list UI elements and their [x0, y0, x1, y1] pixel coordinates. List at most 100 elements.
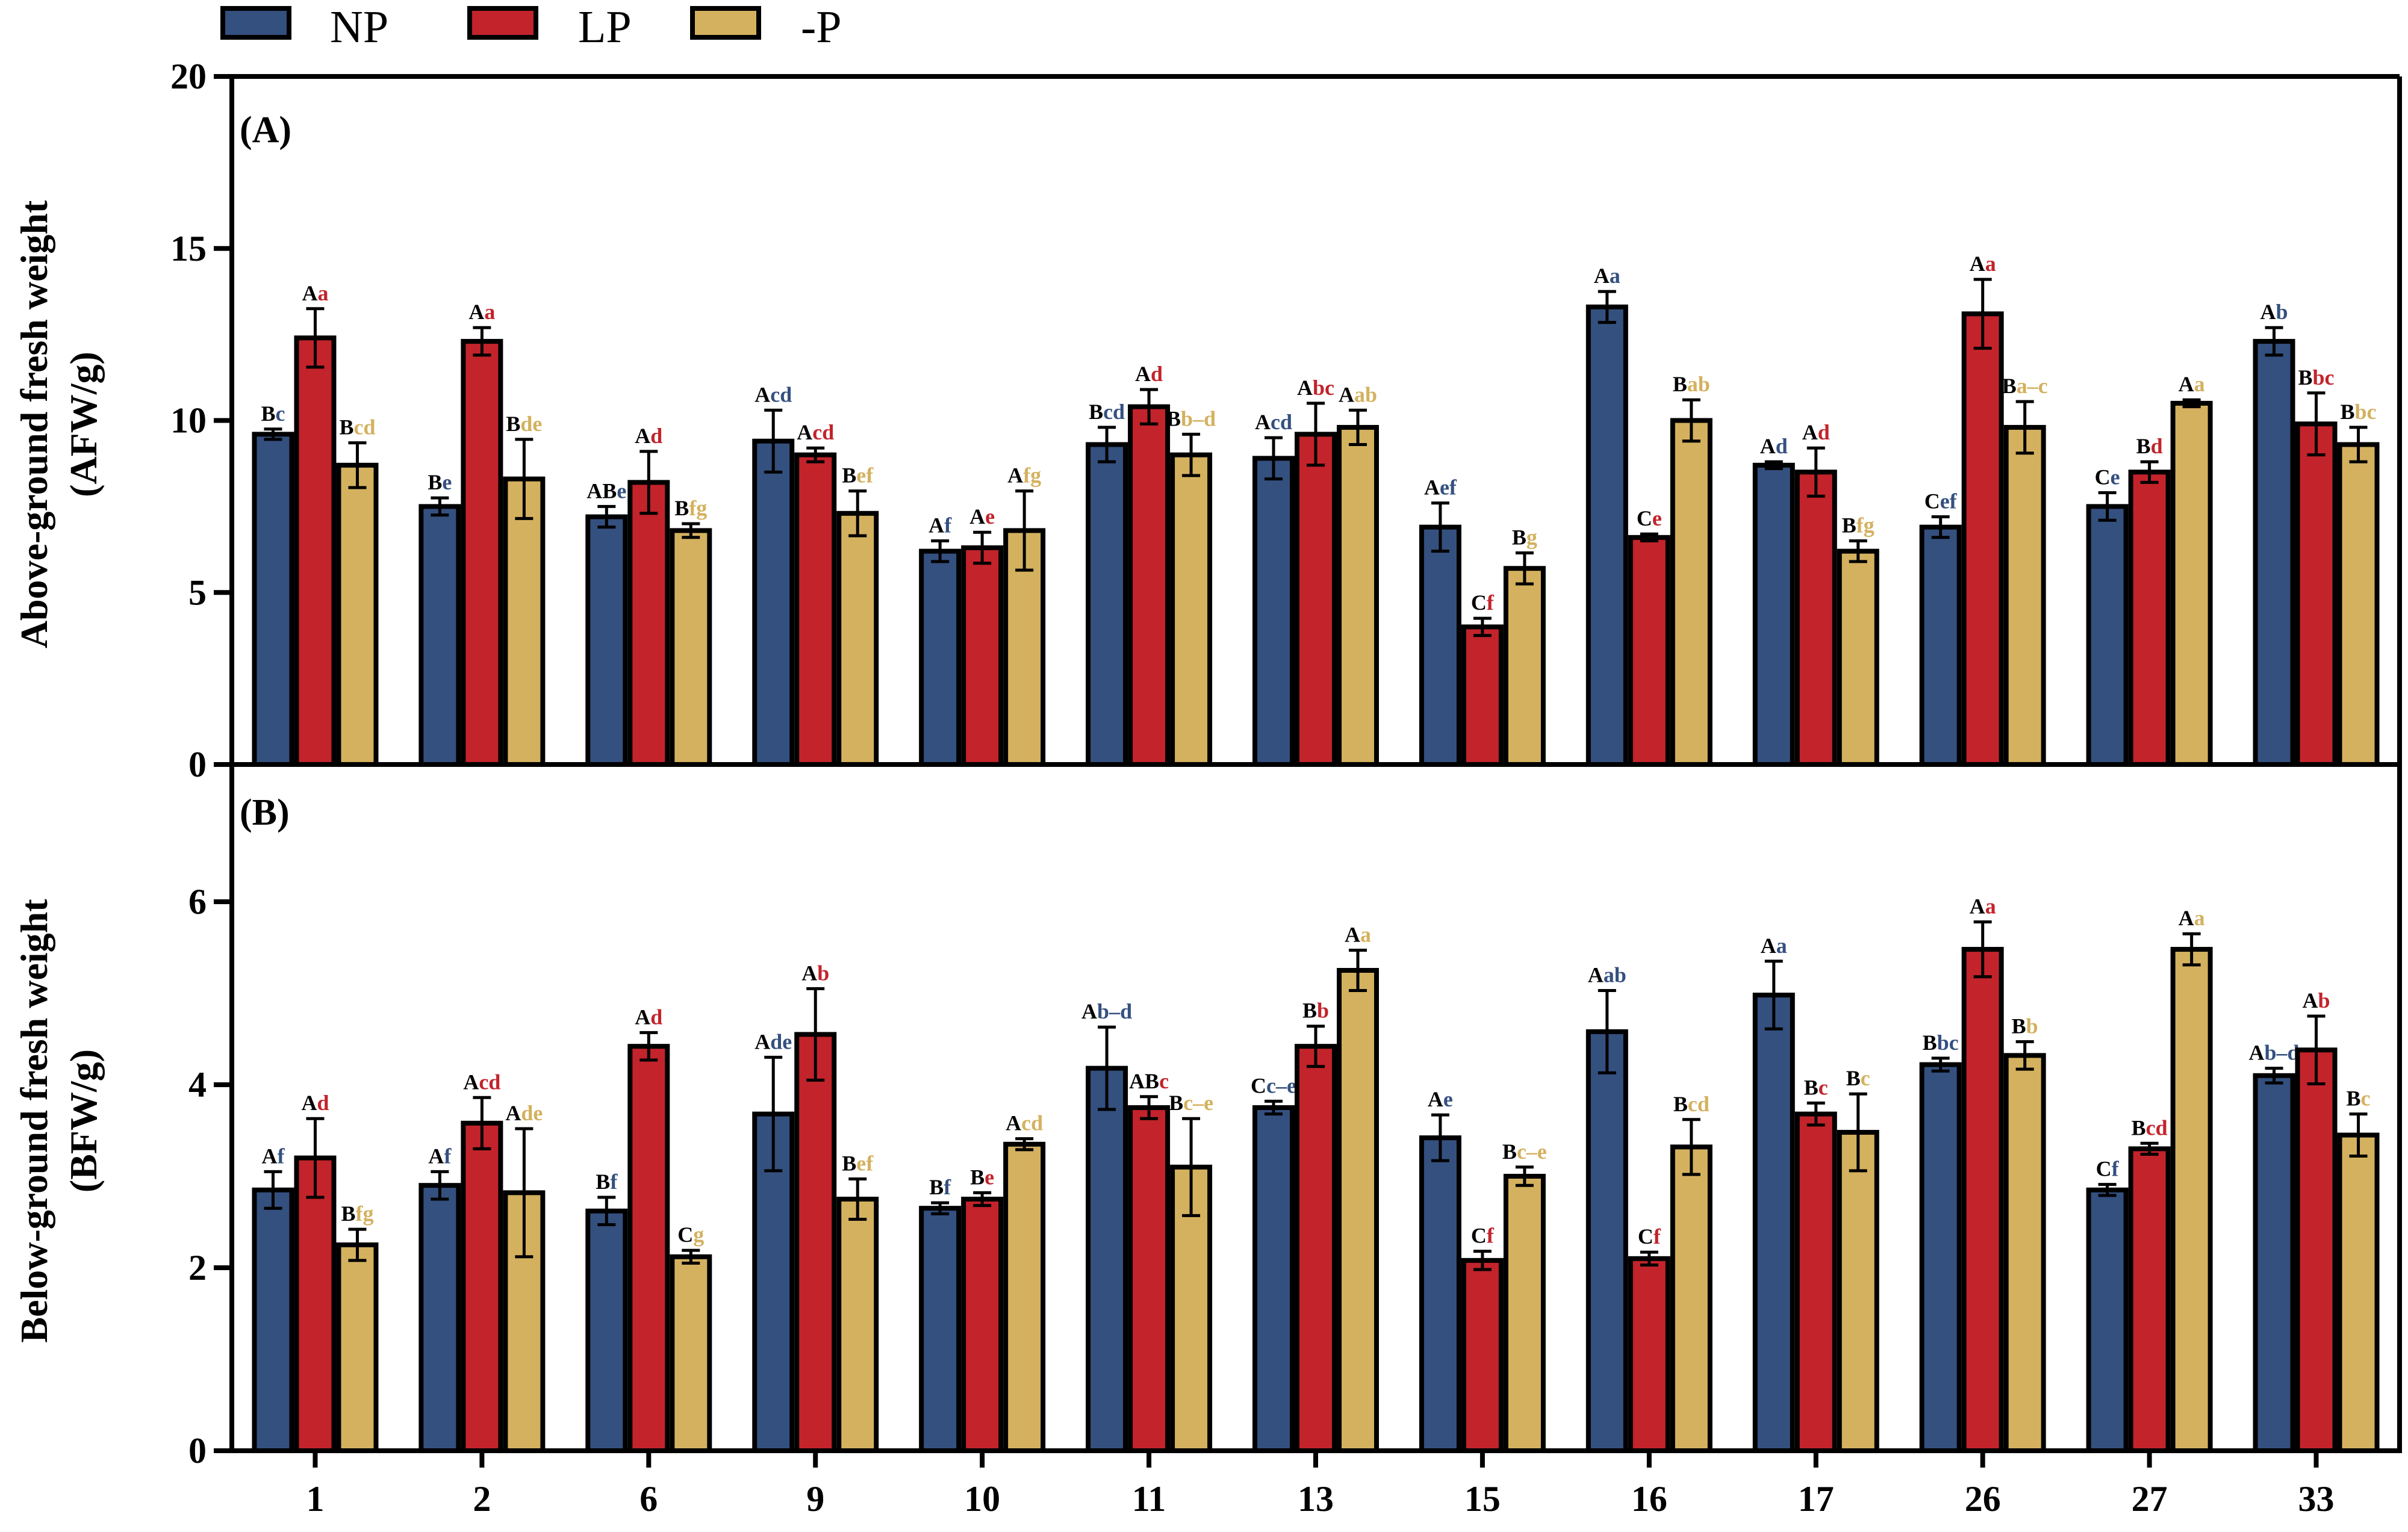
bar-group-lp: Ab	[2295, 988, 2338, 1453]
bar-group-lp: Ab	[794, 961, 837, 1453]
significance-uppercase: C	[2095, 465, 2111, 489]
bar	[1419, 524, 1461, 767]
bar	[461, 339, 503, 767]
x-tick-label: 33	[2298, 1479, 2335, 1519]
significance-label: Be	[970, 1165, 994, 1189]
significance-label: Aa	[1345, 923, 1371, 947]
significance-lowercase: a–c	[2017, 374, 2048, 398]
significance-lowercase: c–e	[1183, 1091, 1213, 1115]
bar	[1794, 470, 1837, 767]
significance-lowercase: g	[1526, 526, 1537, 550]
legend-label-lp: LP	[578, 2, 632, 52]
significance-uppercase: A	[1761, 934, 1776, 958]
significance-uppercase: B	[1673, 1092, 1688, 1116]
bar-group-lp: Acd	[794, 420, 837, 767]
bar	[1295, 1044, 1337, 1454]
significance-lowercase: e	[1443, 1087, 1453, 1111]
significance-lowercase: c	[1818, 1075, 1828, 1099]
significance-label: Bc–e	[1169, 1091, 1213, 1115]
significance-lowercase: a	[1360, 923, 1371, 947]
bar-group-lp: Bc	[1794, 1075, 1837, 1453]
bar	[2170, 947, 2213, 1454]
significance-lowercase: fg	[1023, 464, 1041, 488]
bar-group-minus-p: Aa	[1337, 923, 1379, 1453]
significance-label: Acd	[463, 1070, 500, 1094]
significance-uppercase: B	[2012, 1014, 2026, 1038]
bar-group-minus-p: Aab	[1337, 382, 1379, 767]
significance-label: Cc–e	[1251, 1073, 1296, 1097]
panel-b-ylabel-line2: (BFW/g)	[62, 1049, 105, 1192]
significance-lowercase: a	[2194, 906, 2205, 930]
significance-label: Bc	[1804, 1075, 1828, 1099]
bar	[252, 432, 294, 767]
significance-lowercase: b	[2318, 988, 2330, 1013]
bar-group-minus-p: Ade	[503, 1101, 546, 1453]
significance-uppercase: B	[1804, 1075, 1818, 1099]
significance-label: Acd	[1255, 410, 1292, 434]
bar-group-np: Bcd	[1086, 400, 1128, 767]
significance-label: Af	[428, 1144, 452, 1168]
bar-group-lp: Aa	[294, 281, 337, 767]
significance-uppercase: A	[1081, 999, 1097, 1023]
panel-a-plot: 05101520BcAaBcdBeAaBdeABeAdBfgAcdAcdBefA…	[170, 57, 2402, 784]
significance-uppercase: C	[1638, 1224, 1654, 1248]
bar	[1628, 535, 1670, 767]
bar	[1961, 311, 2004, 767]
panel-a-ylabel-line2: (AFW/g)	[62, 352, 105, 497]
bar-group-np: Ab–d	[2249, 1041, 2300, 1454]
significance-uppercase: B	[2002, 374, 2017, 398]
bar	[1295, 432, 1337, 767]
significance-uppercase: A	[301, 1091, 317, 1115]
panel-b-ytick-label: 0	[188, 1431, 207, 1471]
significance-uppercase: C	[1637, 506, 1652, 530]
panel-b-label: (B)	[240, 792, 290, 833]
significance-lowercase: f	[610, 1170, 618, 1194]
significance-label: ABe	[586, 479, 626, 503]
bar	[627, 1044, 670, 1454]
x-tick-label: 9	[806, 1479, 824, 1519]
bar	[1128, 1105, 1171, 1453]
bar-group-np: Ce	[2086, 465, 2129, 767]
bar-group-minus-p: Bg	[1503, 526, 1546, 767]
significance-lowercase: ab	[1687, 372, 1710, 396]
bar-group-np: Aa	[1585, 264, 1628, 767]
significance-uppercase: A	[2260, 300, 2276, 324]
significance-label: Aa	[302, 281, 328, 305]
bar	[1170, 452, 1213, 767]
bar	[919, 1206, 962, 1453]
significance-label: Ba–c	[2002, 374, 2048, 398]
bar	[1503, 1174, 1546, 1453]
bar	[503, 476, 546, 768]
significance-label: Acd	[1006, 1111, 1043, 1135]
bar	[627, 480, 670, 767]
significance-lowercase: a	[1985, 252, 1996, 276]
significance-label: Aa	[1970, 252, 1996, 276]
bar	[418, 1183, 461, 1453]
bar	[1419, 1135, 1461, 1454]
significance-uppercase: A	[797, 420, 812, 444]
significance-label: Abc	[1297, 376, 1334, 400]
bar	[1585, 304, 1628, 767]
bar-group-lp: Abc	[1295, 376, 1337, 767]
panel-a-ytick-label: 10	[170, 401, 207, 441]
significance-lowercase: f	[444, 1144, 452, 1168]
bar-group-np: Cc–e	[1251, 1073, 1296, 1453]
bar-group-lp: Bd	[2128, 434, 2171, 767]
significance-label: Bcd	[339, 415, 375, 439]
bar-group-minus-p: Afg	[1003, 464, 1046, 767]
significance-label: Af	[261, 1144, 285, 1168]
significance-label: Aa	[2179, 372, 2205, 396]
significance-lowercase: bc	[1937, 1031, 1959, 1055]
bar	[2253, 339, 2295, 767]
significance-label: Bbc	[2341, 400, 2377, 424]
significance-lowercase: d	[2151, 434, 2163, 458]
bar-group-lp: Cf	[1461, 1224, 1504, 1454]
bar	[418, 504, 461, 767]
significance-uppercase: B	[1166, 406, 1181, 430]
significance-label: Aa	[1970, 894, 1996, 918]
bar	[1252, 456, 1295, 767]
significance-uppercase: A	[801, 961, 817, 985]
significance-lowercase: ef	[1440, 476, 1457, 500]
significance-uppercase: B	[1673, 372, 1687, 396]
significance-lowercase: ab	[1604, 963, 1626, 987]
